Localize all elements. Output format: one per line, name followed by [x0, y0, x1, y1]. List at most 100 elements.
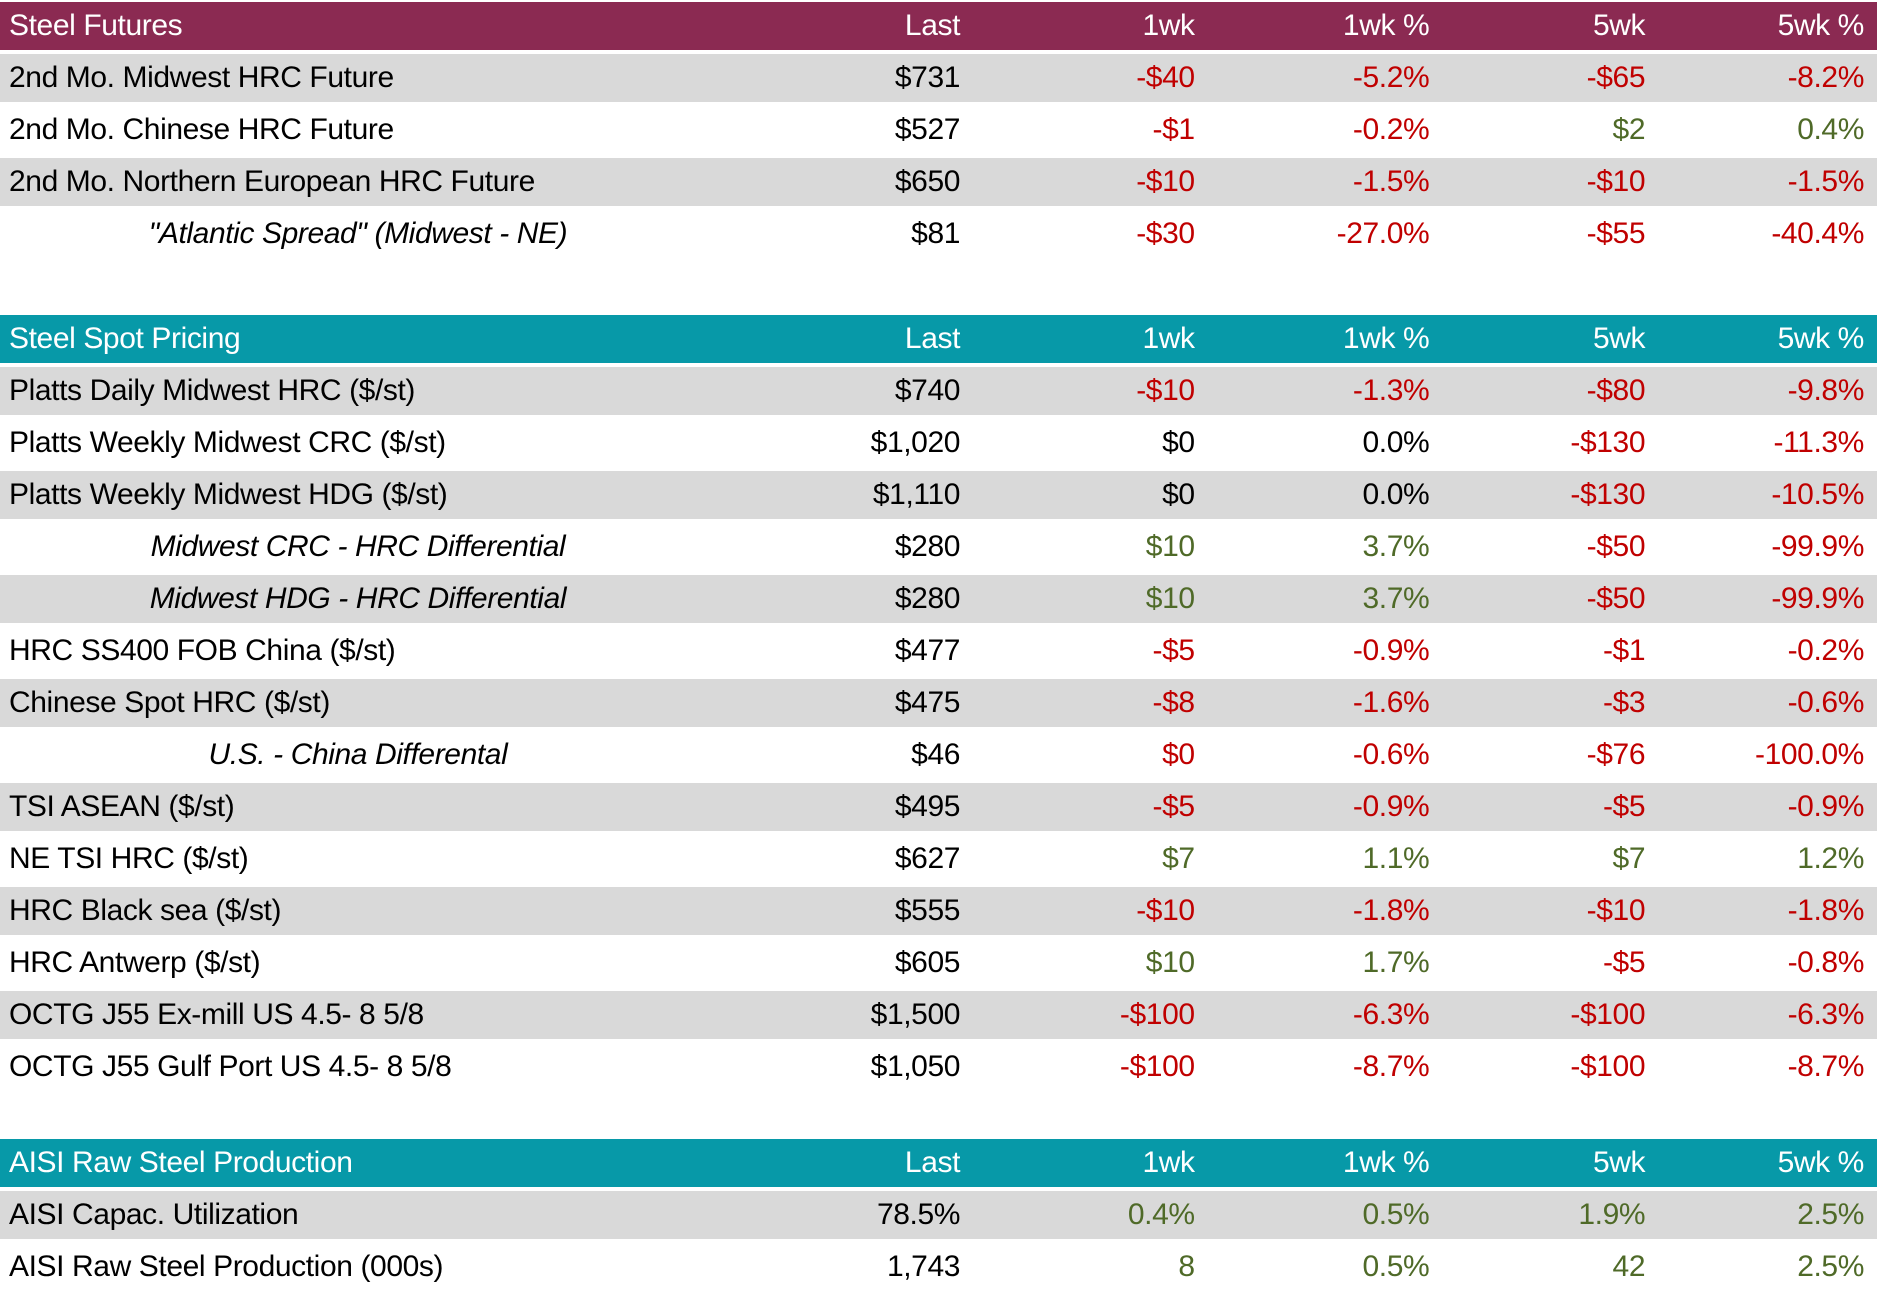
value-last: $555: [894, 894, 961, 927]
row-label: U.S. - China Differental: [208, 738, 508, 771]
value-1wk-pct: -0.6%: [1352, 738, 1430, 771]
column-header-last: Last: [904, 1146, 961, 1179]
table-row: HRC SS400 FOB China ($/st) $477 -$5 -0.9…: [0, 627, 1877, 679]
column-header-last: Last: [904, 322, 961, 355]
value-1wk-pct: -1.3%: [1352, 374, 1430, 407]
row-label: Platts Weekly Midwest CRC ($/st): [9, 426, 446, 459]
value-5wk: -$76: [1586, 738, 1646, 771]
value-1wk-pct: -5.2%: [1352, 61, 1430, 94]
table-row: Platts Weekly Midwest CRC ($/st) $1,020 …: [0, 419, 1877, 471]
value-5wk-pct: -0.2%: [1787, 634, 1865, 667]
value-1wk: $10: [1145, 946, 1195, 979]
value-1wk: -$30: [1136, 217, 1195, 250]
value-5wk: -$80: [1586, 374, 1646, 407]
value-1wk: -$8: [1152, 686, 1195, 719]
table-section: Steel Spot Pricing Last 1wk 1wk % 5wk 5w…: [0, 315, 1877, 1095]
value-5wk-pct: -10.5%: [1771, 478, 1864, 511]
row-label: Chinese Spot HRC ($/st): [9, 686, 330, 719]
value-1wk-pct: 1.7%: [1362, 946, 1430, 979]
value-5wk-pct: -0.6%: [1787, 686, 1865, 719]
table-section: AISI Raw Steel Production Last 1wk 1wk %…: [0, 1139, 1877, 1295]
value-1wk: -$5: [1152, 790, 1195, 823]
column-header-5wk: 5wk: [1592, 322, 1646, 355]
value-1wk: -$10: [1136, 165, 1195, 198]
row-label: NE TSI HRC ($/st): [9, 842, 249, 875]
value-1wk-pct: 0.5%: [1362, 1198, 1430, 1231]
value-last: $280: [894, 530, 961, 563]
value-1wk: 0.4%: [1127, 1198, 1195, 1231]
row-label: "Atlantic Spread" (Midwest - NE): [148, 217, 568, 250]
table-row: HRC Antwerp ($/st) $605 $10 1.7% -$5 -0.…: [0, 939, 1877, 991]
value-last: $280: [894, 582, 961, 615]
value-5wk-pct: -8.2%: [1787, 61, 1865, 94]
column-header-5wk-pct: 5wk %: [1777, 9, 1865, 42]
table-row: NE TSI HRC ($/st) $627 $7 1.1% $7 1.2%: [0, 835, 1877, 887]
row-label: HRC SS400 FOB China ($/st): [9, 634, 396, 667]
table-row: AISI Capac. Utilization 78.5% 0.4% 0.5% …: [0, 1191, 1877, 1243]
value-last: $627: [894, 842, 961, 875]
value-5wk: -$100: [1570, 998, 1646, 1031]
value-1wk-pct: -1.8%: [1352, 894, 1430, 927]
row-label: HRC Antwerp ($/st): [9, 946, 261, 979]
table-row: Midwest HDG - HRC Differential $280 $10 …: [0, 575, 1877, 627]
value-1wk-pct: 0.5%: [1362, 1250, 1430, 1283]
value-1wk: -$10: [1136, 894, 1195, 927]
value-5wk-pct: -100.0%: [1755, 738, 1864, 771]
table-row: Platts Weekly Midwest HDG ($/st) $1,110 …: [0, 471, 1877, 523]
value-1wk: $10: [1145, 530, 1195, 563]
row-label: Midwest CRC - HRC Differential: [150, 530, 566, 563]
value-last: 78.5%: [876, 1198, 961, 1231]
value-1wk-pct: -6.3%: [1352, 998, 1430, 1031]
column-header-1wk-pct: 1wk %: [1342, 322, 1430, 355]
value-5wk: 42: [1612, 1250, 1646, 1283]
column-header-1wk-pct: 1wk %: [1342, 9, 1430, 42]
section-title: Steel Futures: [9, 9, 183, 42]
value-5wk-pct: -11.3%: [1773, 426, 1865, 459]
column-header-5wk-pct: 5wk %: [1777, 1146, 1865, 1179]
value-5wk: -$1: [1602, 634, 1646, 667]
value-1wk-pct: -0.9%: [1352, 790, 1430, 823]
table-row: TSI ASEAN ($/st) $495 -$5 -0.9% -$5 -0.9…: [0, 783, 1877, 835]
column-header-last: Last: [904, 9, 961, 42]
value-1wk: -$100: [1119, 1050, 1195, 1083]
value-5wk: -$10: [1586, 165, 1646, 198]
value-1wk: 8: [1178, 1250, 1195, 1283]
value-last: $475: [894, 686, 961, 719]
row-label: 2nd Mo. Midwest HRC Future: [9, 61, 394, 94]
section-title: AISI Raw Steel Production: [9, 1146, 353, 1179]
value-5wk: 1.9%: [1578, 1198, 1646, 1231]
value-5wk-pct: -0.9%: [1787, 790, 1865, 823]
value-5wk-pct: -1.8%: [1787, 894, 1865, 927]
table-row: OCTG J55 Gulf Port US 4.5- 8 5/8 $1,050 …: [0, 1043, 1877, 1095]
table-row: 2nd Mo. Midwest HRC Future $731 -$40 -5.…: [0, 54, 1877, 106]
value-5wk-pct: -1.5%: [1787, 165, 1865, 198]
table-row: Chinese Spot HRC ($/st) $475 -$8 -1.6% -…: [0, 679, 1877, 731]
row-label: OCTG J55 Ex-mill US 4.5- 8 5/8: [9, 998, 424, 1031]
value-1wk: -$1: [1152, 113, 1195, 146]
value-1wk-pct: 3.7%: [1362, 582, 1430, 615]
section-rows: 2nd Mo. Midwest HRC Future $731 -$40 -5.…: [0, 54, 1877, 262]
value-last: 1,743: [886, 1250, 961, 1283]
value-5wk: -$5: [1602, 946, 1646, 979]
value-1wk: -$100: [1119, 998, 1195, 1031]
value-1wk: $0: [1162, 738, 1195, 771]
value-1wk: $7: [1162, 842, 1195, 875]
column-header-5wk: 5wk: [1592, 1146, 1646, 1179]
row-label: TSI ASEAN ($/st): [9, 790, 235, 823]
value-5wk: -$100: [1570, 1050, 1646, 1083]
value-1wk-pct: 3.7%: [1362, 530, 1430, 563]
table-row: 2nd Mo. Northern European HRC Future $65…: [0, 158, 1877, 210]
section-rows: AISI Capac. Utilization 78.5% 0.4% 0.5% …: [0, 1191, 1877, 1295]
value-1wk: -$5: [1152, 634, 1195, 667]
row-label: AISI Capac. Utilization: [9, 1198, 299, 1231]
table-row: HRC Black sea ($/st) $555 -$10 -1.8% -$1…: [0, 887, 1877, 939]
value-last: $605: [894, 946, 961, 979]
row-label: Platts Daily Midwest HRC ($/st): [9, 374, 416, 407]
value-1wk-pct: 0.0%: [1362, 426, 1430, 459]
section-rows: Platts Daily Midwest HRC ($/st) $740 -$1…: [0, 367, 1877, 1095]
value-5wk: -$3: [1602, 686, 1646, 719]
value-last: $1,050: [870, 1050, 961, 1083]
table-row: 2nd Mo. Chinese HRC Future $527 -$1 -0.2…: [0, 106, 1877, 158]
value-5wk-pct: -8.7%: [1787, 1050, 1865, 1083]
